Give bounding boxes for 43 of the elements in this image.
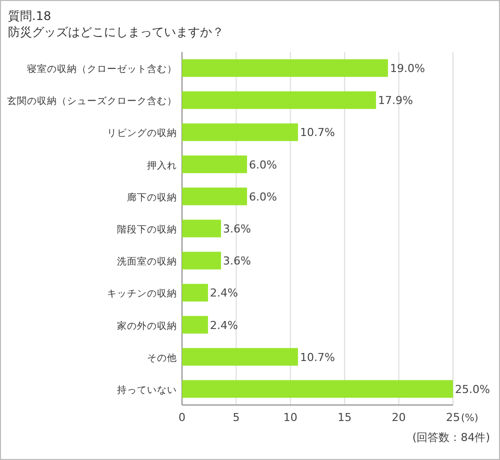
bar: [182, 220, 222, 238]
y-tick-label: 寝室の収納（クローゼット含む）: [27, 63, 177, 76]
y-tick-label: 玄関の収納（シューズクローク含む）: [7, 95, 177, 108]
data-label: 10.7%: [300, 126, 335, 140]
bar: [182, 284, 208, 302]
y-tick-label: 押入れ: [147, 159, 177, 172]
y-tick-label: 家の外の収納: [117, 320, 177, 332]
chart-subtitle: 防災グッズはどこにしまっていますか？: [8, 25, 224, 39]
bar: [182, 59, 388, 77]
data-label: 2.4%: [210, 286, 238, 300]
y-tick-label: キッチンの収納: [107, 288, 177, 300]
bar: [182, 348, 298, 366]
x-tick-label: 15: [338, 411, 352, 424]
bar: [182, 123, 298, 142]
y-tick-label: リビングの収納: [107, 127, 177, 140]
data-label: 6.0%: [249, 190, 277, 204]
bar: [182, 155, 248, 174]
text: 質問.18: [8, 9, 52, 23]
x-axis-title: (%): [461, 413, 478, 424]
y-tick-label: その他: [147, 352, 177, 364]
data-label: 10.7%: [300, 350, 335, 364]
data-label: 6.0%: [249, 158, 277, 172]
data-label: 2.4%: [210, 318, 238, 332]
x-tick-label: 20: [392, 411, 406, 424]
data-label: 3.6%: [223, 254, 251, 268]
data-label: 19.0%: [390, 62, 425, 76]
x-tick-label: 10: [283, 411, 298, 424]
x-tick-label: 25: [446, 411, 460, 424]
y-tick-label: 廊下の収納: [127, 191, 177, 204]
y-tick-label: 持っていない: [117, 384, 177, 396]
y-tick-label: 洗面室の収納: [117, 256, 177, 268]
y-tick-label: 階段下の収納: [117, 224, 177, 236]
x-tick-label: 0: [178, 411, 186, 424]
data-label: 17.9%: [378, 94, 413, 108]
bar: [182, 380, 453, 398]
data-label: 25.0%: [455, 382, 490, 396]
bar: [182, 188, 248, 206]
bar: [182, 91, 376, 109]
text: (回答数：84件): [412, 431, 490, 444]
bar: [182, 252, 222, 270]
data-label: 3.6%: [223, 222, 251, 236]
x-tick-label: 5: [232, 411, 240, 424]
bar: [182, 316, 208, 334]
